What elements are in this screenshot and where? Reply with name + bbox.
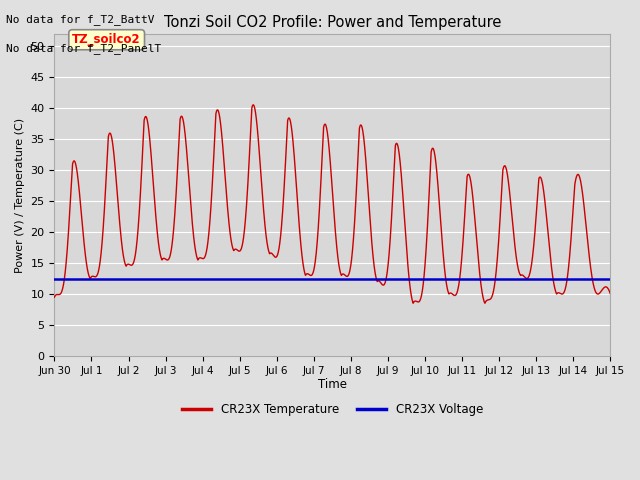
Text: No data for f_T2_PanelT: No data for f_T2_PanelT: [6, 43, 162, 54]
Legend: CR23X Temperature, CR23X Voltage: CR23X Temperature, CR23X Voltage: [177, 398, 488, 421]
Y-axis label: Power (V) / Temperature (C): Power (V) / Temperature (C): [15, 118, 25, 273]
Text: No data for f_T2_BattV: No data for f_T2_BattV: [6, 14, 155, 25]
Text: TZ_soilco2: TZ_soilco2: [72, 33, 141, 46]
X-axis label: Time: Time: [318, 379, 347, 392]
Title: Tonzi Soil CO2 Profile: Power and Temperature: Tonzi Soil CO2 Profile: Power and Temper…: [164, 15, 501, 30]
